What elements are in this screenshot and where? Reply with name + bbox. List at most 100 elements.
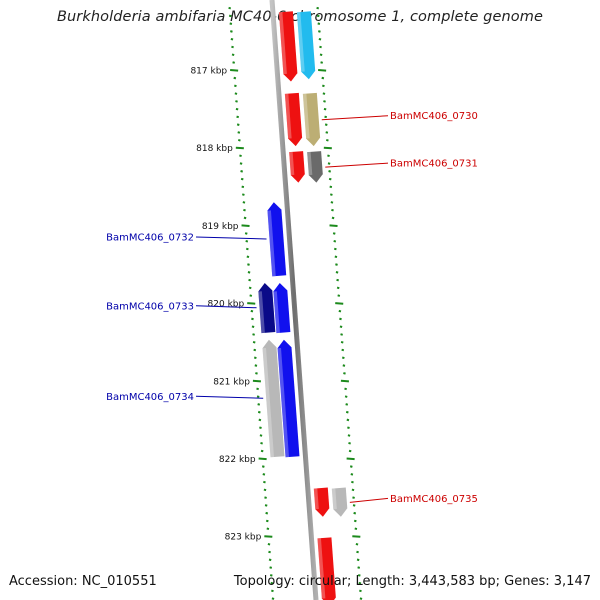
gene-feature[interactable] (284, 92, 303, 147)
tick-mark (228, 6, 232, 10)
gene-feature[interactable] (302, 92, 321, 147)
tick-mark (347, 434, 351, 437)
tick-mark (322, 84, 325, 88)
gene-feature[interactable] (267, 202, 287, 277)
tick-mark (271, 589, 274, 593)
genome-backbone (269, 0, 319, 600)
tick-mark (231, 53, 235, 57)
tick-label: 822 kbp (219, 455, 256, 465)
tick-mark (249, 294, 253, 297)
gene-label[interactable]: BamMC406_0734 (106, 392, 194, 403)
tick-mark (269, 566, 273, 569)
tick-mark (270, 581, 274, 585)
tick-mark (234, 84, 237, 88)
tick-mark (235, 146, 244, 150)
gene-label-leader (349, 497, 389, 503)
gene-feature[interactable] (273, 282, 291, 334)
gene-feature-highlight (302, 93, 310, 139)
gene-feature[interactable] (277, 339, 300, 458)
tick-mark (323, 100, 326, 103)
tick-mark (229, 22, 233, 25)
tick-mark (350, 473, 354, 476)
tick-label: 819 kbp (202, 222, 239, 232)
tick-mark (248, 286, 252, 290)
gene-feature[interactable] (258, 282, 276, 334)
tick-mark (267, 543, 271, 546)
tick-mark (342, 364, 346, 367)
tick-mark (320, 61, 324, 64)
tick-mark (264, 535, 273, 538)
gene-feature[interactable] (307, 151, 323, 183)
tick-mark (340, 379, 350, 383)
tick-layer: 817 kbp 818 kbp 819 kbp 820 kbp 821 kbp 822 k… (190, 6, 363, 600)
tick-mark (237, 131, 241, 134)
gene-feature-highlight (317, 538, 326, 599)
gene-label-leader (195, 236, 267, 240)
tick-mark (322, 92, 326, 95)
gene-label[interactable]: BamMC406_0733 (106, 301, 194, 312)
gene-label[interactable]: BamMC406_0735 (390, 494, 478, 505)
tick-mark (336, 278, 339, 282)
tick-mark (252, 333, 255, 336)
tick-mark (255, 372, 258, 375)
tick-mark (325, 138, 329, 142)
gene-feature[interactable] (296, 11, 316, 80)
tick-mark (260, 441, 263, 445)
gene-feature[interactable] (262, 339, 285, 458)
tick-mark (239, 162, 243, 165)
tick-mark (327, 154, 330, 158)
tick-mark (328, 177, 332, 181)
gene-feature[interactable] (317, 537, 336, 600)
gene-feature[interactable] (331, 487, 348, 518)
tick-mark (253, 348, 257, 352)
tick-mark (262, 473, 266, 476)
gene-feature[interactable] (278, 11, 298, 82)
gene-feature[interactable] (313, 487, 330, 518)
tick-mark (319, 45, 322, 49)
tick-mark (318, 30, 321, 33)
tick-mark (321, 76, 325, 80)
tick-mark (247, 302, 256, 305)
tick-mark (251, 325, 255, 328)
tick-mark (240, 177, 244, 181)
gene-label[interactable]: BamMC406_0730 (390, 111, 478, 122)
tick-mark (327, 162, 331, 165)
tick-mark (356, 550, 359, 554)
tick-mark (265, 511, 269, 515)
tick-mark (347, 426, 350, 429)
gene-label[interactable]: BamMC406_0731 (390, 159, 478, 170)
tick-mark (265, 519, 269, 523)
tick-mark (240, 170, 244, 173)
tick-mark (349, 465, 353, 468)
tick-mark (343, 372, 346, 375)
tick-mark (247, 263, 250, 266)
tick-mark (341, 356, 345, 360)
tick-mark (329, 193, 333, 196)
tick-mark (230, 30, 233, 33)
tick-mark (245, 247, 249, 251)
tick-mark (335, 263, 338, 266)
tick-mark (338, 309, 342, 313)
gene-label-leader (195, 395, 264, 399)
gene-label-leader (195, 305, 257, 309)
tick-label: 823 kbp (225, 533, 262, 543)
gene-label[interactable]: BamMC406_0732 (106, 232, 194, 243)
gene-feature-highlight (273, 291, 280, 334)
tick-mark (324, 123, 328, 126)
tick-mark (324, 115, 328, 119)
gene-feature-highlight (313, 488, 319, 510)
tick-mark (258, 418, 262, 422)
tick-mark (230, 69, 239, 72)
tick-mark (252, 379, 262, 383)
tick-mark (243, 208, 246, 212)
tick-mark (359, 589, 362, 593)
tick-mark (359, 597, 363, 600)
tick-mark (236, 115, 240, 119)
feature-layer (258, 11, 348, 600)
gene-feature-highlight (267, 210, 276, 277)
gene-feature[interactable] (289, 151, 305, 183)
tick-mark (257, 410, 261, 414)
tick-mark (259, 434, 263, 437)
tick-mark (336, 286, 340, 290)
tick-mark (334, 255, 338, 259)
